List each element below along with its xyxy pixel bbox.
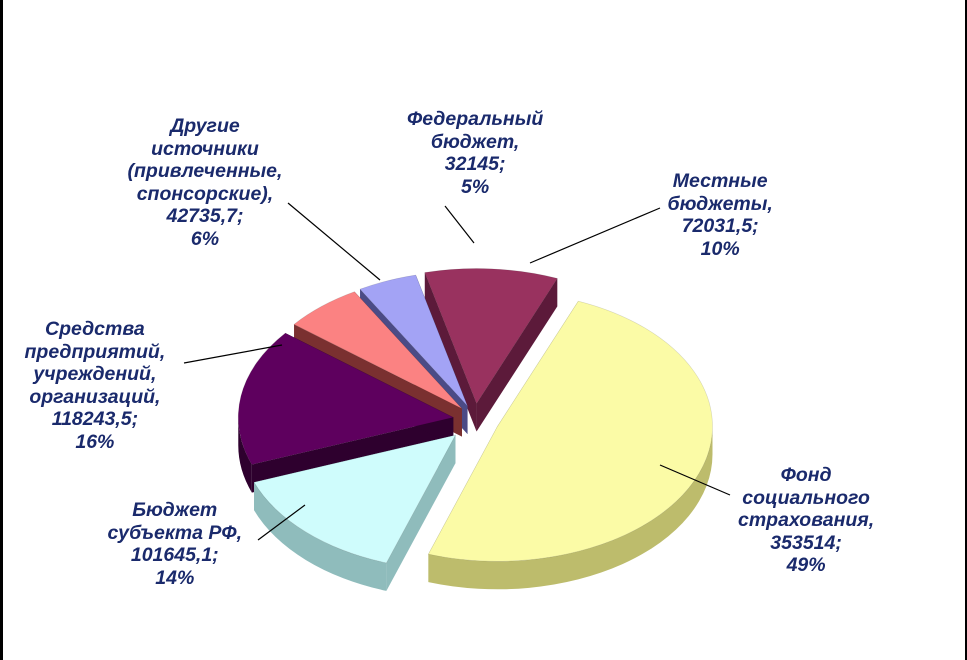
slice-wall-2-2 [476,278,558,432]
slice-label-1: Федеральный бюджет, 32145; 5% [407,108,543,198]
slice-label-line-2: бюджет, [430,130,520,153]
pie-slice-2 [424,268,558,432]
slice-label-line-2: субъекта РФ, [107,521,243,544]
pie-slice-4 [253,434,457,591]
slice-label-line-3: учреждений, [33,363,157,385]
slice-label-line-2: бюджеты, [667,192,773,215]
slice-side-4-1 [254,482,387,591]
slice-label-value: 32145; [444,153,506,175]
slice-label-5: Средства предприятий, учреждений, организац… [25,318,166,453]
slice-label-line-1: Местные [672,170,768,192]
slice-wall-4-1 [386,435,456,591]
slice-label-percent: 5% [461,175,490,198]
slice-label-line-1: Бюджет [132,499,218,521]
leader-line-3 [659,464,731,496]
slice-label-line-3: страхования, [738,509,875,531]
slice-label-percent: 14% [155,566,195,589]
slice-label-2: Местные бюджеты, 72031,5; 10% [668,170,773,260]
pie-slice-3 [427,300,713,590]
slice-label-line-1: Федеральный [407,108,544,130]
slice-label-line-2: предприятий, [24,340,166,363]
slice-label-line-1: Другие [170,115,240,137]
slice-label-line-2: источники [151,137,259,160]
slice-label-line-1: Фонд [780,464,832,486]
frame-border-left [0,0,3,660]
leader-line-6 [287,202,381,281]
slice-label-value: 101645,1; [130,544,219,566]
slice-label-percent: 16% [75,430,115,453]
slice-label-value: 353514; [770,531,842,554]
slice-top-2 [424,268,558,405]
slice-label-line-2: социального [742,486,870,509]
slice-label-percent: 6% [190,227,220,250]
slice-label-value: 42735,7; [166,205,244,227]
slice-side-5-1 [238,417,252,493]
slice-top-3 [427,300,713,562]
slice-label-3: Фонд социального страхования, 353514; 49% [738,464,874,577]
slice-label-line-4: организаций, [29,385,161,408]
slice-label-line-4: спонсорские), [136,182,274,205]
slice-label-percent: 49% [786,554,826,576]
slice-top-6 [293,291,463,409]
slice-top-5 [238,332,455,465]
slice-top-4 [253,434,457,564]
slice-label-line-3: (привлеченные, [127,160,283,182]
leader-line-2 [529,207,661,264]
slice-label-line-1: Средства [45,318,145,340]
slice-label-6: Другие источники (привлеченные, спонсорские… [128,115,283,250]
slice-label-percent: 10% [700,237,740,260]
slice-label-value: 118243,5; [51,408,139,430]
slice-label-value: 72031,5; [681,215,759,237]
slice-label-4: Бюджет субъекта РФ, 101645,1; 14% [108,499,243,589]
leader-line-5 [183,344,283,364]
leader-line-4 [257,504,306,541]
slice-wall-2-1 [424,272,477,432]
slice-side-3-1 [428,426,713,590]
frame-border-right [965,0,967,660]
leader-line-1 [444,205,475,244]
slice-top-1 [359,274,468,407]
